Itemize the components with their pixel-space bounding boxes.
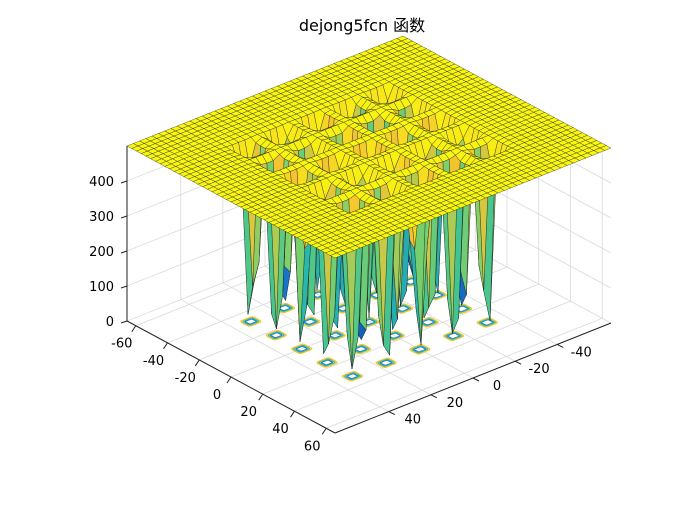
z-tick-label: 200 bbox=[89, 245, 114, 260]
z-tick-mark bbox=[120, 250, 128, 254]
contour-line bbox=[377, 358, 395, 367]
contour-line bbox=[244, 318, 258, 325]
y-tick-label: 20 bbox=[447, 396, 464, 411]
y-tick-mark bbox=[557, 343, 564, 348]
contour-line bbox=[419, 317, 437, 327]
x-tick-label: -20 bbox=[175, 371, 196, 386]
contour-line bbox=[411, 345, 429, 354]
contour-line bbox=[301, 317, 319, 326]
contour-line bbox=[295, 345, 308, 353]
contour-line bbox=[316, 357, 338, 368]
contour-line bbox=[421, 318, 435, 326]
y-tick-label: -40 bbox=[571, 345, 592, 360]
z-tick-mark bbox=[120, 320, 128, 324]
contour-line bbox=[442, 330, 465, 342]
surface-mesh bbox=[126, 35, 612, 370]
z-tick-mark bbox=[120, 215, 128, 219]
contour-line bbox=[265, 330, 287, 341]
contour-line bbox=[318, 358, 336, 367]
contour-line bbox=[299, 316, 321, 327]
y-tick-label: 40 bbox=[405, 413, 422, 428]
contour-line bbox=[396, 305, 410, 312]
contour-line bbox=[352, 344, 370, 354]
chart-title: dejong5fcn 函数 bbox=[299, 16, 425, 35]
x-tick-label: 60 bbox=[304, 439, 321, 454]
contour-line bbox=[444, 331, 462, 341]
contour-line bbox=[409, 344, 431, 355]
contour-line bbox=[267, 330, 285, 340]
contour-line bbox=[375, 357, 397, 368]
contour-line bbox=[293, 344, 311, 354]
contour-line bbox=[346, 372, 360, 380]
z-tick-label: 400 bbox=[89, 175, 114, 190]
contour-line bbox=[394, 304, 412, 313]
x-tick-mark bbox=[290, 410, 295, 418]
y-tick-mark bbox=[472, 377, 480, 382]
contour-line bbox=[326, 331, 344, 340]
x-tick-mark bbox=[194, 359, 200, 367]
contour-line bbox=[343, 371, 362, 381]
contour-line bbox=[303, 318, 317, 326]
contour-line bbox=[329, 332, 342, 339]
z-tick-label: 100 bbox=[89, 280, 114, 295]
x-tick-label: 0 bbox=[213, 388, 221, 403]
contour-line bbox=[320, 359, 334, 366]
x-tick-label: -40 bbox=[143, 354, 164, 369]
x-tick-mark bbox=[163, 342, 168, 350]
z-tick-mark bbox=[120, 285, 128, 289]
x-tick-label: -60 bbox=[111, 337, 132, 352]
contour-line bbox=[354, 345, 367, 353]
contour-line bbox=[446, 332, 461, 340]
x-tick-label: 20 bbox=[240, 405, 257, 420]
y-tick-label: -20 bbox=[528, 362, 549, 377]
x-tick-mark bbox=[131, 325, 137, 333]
y-tick-mark bbox=[430, 394, 438, 399]
contour-line bbox=[476, 317, 498, 328]
contour-line bbox=[413, 346, 427, 353]
contour-line bbox=[417, 317, 439, 328]
contour-line bbox=[240, 316, 262, 327]
x-tick-mark bbox=[258, 393, 264, 401]
contour-line bbox=[269, 332, 283, 339]
contour-line bbox=[379, 359, 393, 366]
y-tick-mark bbox=[514, 360, 522, 365]
contour-line bbox=[278, 304, 292, 312]
z-tick-label: 300 bbox=[89, 210, 114, 225]
z-tick-mark bbox=[120, 180, 128, 184]
x-tick-mark bbox=[226, 376, 232, 384]
x-tick-label: 40 bbox=[272, 422, 289, 437]
z-tick-label: 0 bbox=[106, 315, 114, 330]
y-tick-mark bbox=[388, 411, 395, 416]
x-tick-mark bbox=[321, 427, 327, 435]
y-tick-label: 0 bbox=[493, 379, 501, 394]
contour-line bbox=[480, 319, 494, 326]
gridline-y bbox=[180, 299, 389, 412]
contour-line bbox=[290, 343, 313, 355]
surface-face bbox=[329, 252, 342, 259]
contour-line bbox=[341, 371, 363, 382]
contour-line bbox=[387, 332, 401, 339]
contour-line bbox=[478, 318, 497, 327]
contour-line bbox=[242, 317, 260, 326]
